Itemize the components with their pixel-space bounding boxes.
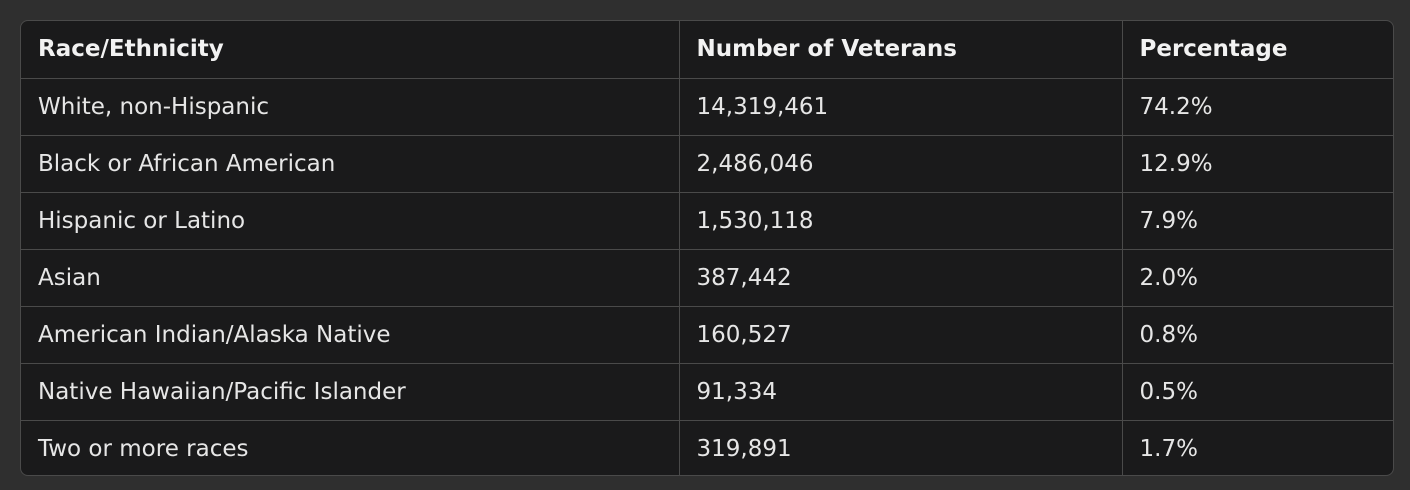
cell-race-ethnicity: Asian	[21, 249, 680, 307]
cell-number-of-veterans: 91,334	[679, 363, 1123, 421]
cell-race-ethnicity: Two or more races	[21, 420, 680, 475]
cell-percentage: 12.9%	[1122, 135, 1393, 193]
cell-percentage: 0.5%	[1122, 363, 1393, 421]
cell-number-of-veterans: 387,442	[679, 249, 1123, 307]
cell-number-of-veterans: 14,319,461	[679, 78, 1123, 136]
cell-number-of-veterans: 2,486,046	[679, 135, 1123, 193]
table-row: Hispanic or Latino 1,530,118 7.9%	[21, 192, 1393, 250]
cell-percentage: 74.2%	[1122, 78, 1393, 136]
cell-race-ethnicity: Native Hawaiian/Pacific Islander	[21, 363, 680, 421]
cell-percentage: 2.0%	[1122, 249, 1393, 307]
table-row: Native Hawaiian/Pacific Islander 91,334 …	[21, 363, 1393, 421]
table-row: American Indian/Alaska Native 160,527 0.…	[21, 306, 1393, 364]
cell-number-of-veterans: 1,530,118	[679, 192, 1123, 250]
cell-number-of-veterans: 319,891	[679, 420, 1123, 475]
header-number-of-veterans: Number of Veterans	[679, 21, 1123, 79]
cell-race-ethnicity: American Indian/Alaska Native	[21, 306, 680, 364]
veterans-race-table-container: Race/Ethnicity Number of Veterans Percen…	[20, 20, 1394, 476]
cell-number-of-veterans: 160,527	[679, 306, 1123, 364]
table-header-row: Race/Ethnicity Number of Veterans Percen…	[21, 21, 1393, 79]
table-row: Two or more races 319,891 1.7%	[21, 420, 1393, 475]
header-percentage: Percentage	[1122, 21, 1393, 79]
cell-race-ethnicity: Black or African American	[21, 135, 680, 193]
cell-race-ethnicity: Hispanic or Latino	[21, 192, 680, 250]
table-row: Asian 387,442 2.0%	[21, 249, 1393, 307]
cell-race-ethnicity: White, non-Hispanic	[21, 78, 680, 136]
cell-percentage: 0.8%	[1122, 306, 1393, 364]
table-row: Black or African American 2,486,046 12.9…	[21, 135, 1393, 193]
table-row: White, non-Hispanic 14,319,461 74.2%	[21, 78, 1393, 136]
cell-percentage: 1.7%	[1139, 435, 1198, 462]
header-race-ethnicity: Race/Ethnicity	[21, 21, 680, 79]
veterans-race-table: Race/Ethnicity Number of Veterans Percen…	[21, 21, 1393, 475]
cell-percentage: 7.9%	[1122, 192, 1393, 250]
